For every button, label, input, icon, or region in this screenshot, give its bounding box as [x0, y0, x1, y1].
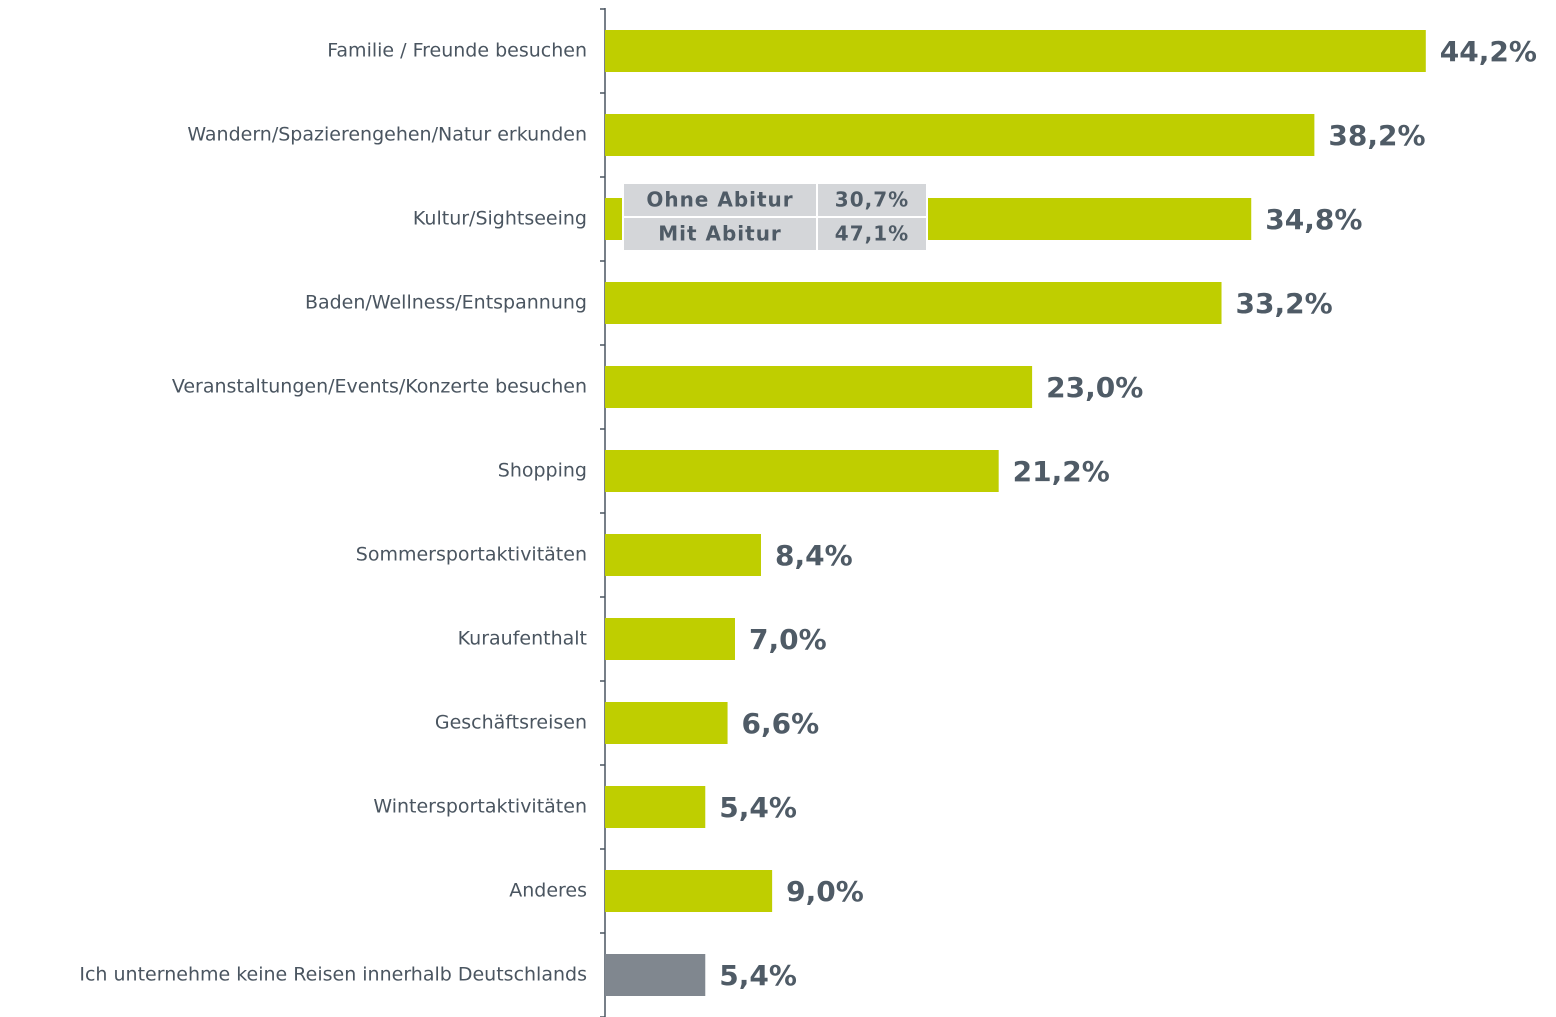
value-label: 8,4%	[775, 539, 853, 572]
inset-table-text: Ohne Abitur	[646, 188, 793, 212]
bar	[605, 618, 735, 660]
category-label: Baden/Wellness/Entspannung	[305, 292, 587, 314]
category-label: Sommersportaktivitäten	[356, 544, 587, 566]
category-label: Veranstaltungen/Events/Konzerte besuchen	[172, 376, 587, 398]
value-label: 21,2%	[1013, 455, 1110, 488]
bar	[605, 282, 1222, 324]
value-label: 7,0%	[749, 623, 827, 656]
value-label: 44,2%	[1440, 35, 1537, 68]
inset-table-cell	[624, 184, 816, 216]
bar	[605, 870, 773, 912]
category-label: Kuraufenthalt	[458, 628, 587, 650]
category-label: Shopping	[498, 460, 587, 482]
bar	[605, 450, 999, 492]
value-label: 33,2%	[1236, 287, 1333, 320]
inset-table-text: 30,7%	[835, 188, 909, 212]
inset-table-cell	[818, 184, 926, 216]
value-label: 23,0%	[1046, 371, 1143, 404]
inset-table-cell	[818, 218, 926, 250]
value-label: 38,2%	[1328, 119, 1425, 152]
category-label: Geschäftsreisen	[435, 712, 587, 734]
category-label: Ich unternehme keine Reisen innerhalb De…	[79, 964, 587, 986]
value-label: 6,6%	[742, 707, 820, 740]
bar	[605, 786, 706, 828]
inset-table-cell	[624, 218, 816, 250]
value-label: 5,4%	[719, 959, 797, 992]
bar	[605, 954, 706, 996]
category-label: Anderes	[509, 880, 587, 902]
value-label: 9,0%	[786, 875, 864, 908]
category-label: Kultur/Sightseeing	[413, 208, 587, 230]
bar	[605, 114, 1315, 156]
inset-table-text: Mit Abitur	[658, 222, 782, 246]
value-label: 5,4%	[719, 791, 797, 824]
value-label: 34,8%	[1265, 203, 1362, 236]
bar	[605, 30, 1426, 72]
bar	[605, 534, 761, 576]
bar	[605, 366, 1033, 408]
bar	[605, 702, 728, 744]
inset-table-text: 47,1%	[835, 222, 909, 246]
category-label: Familie / Freunde besuchen	[327, 40, 587, 62]
category-label: Wintersportaktivitäten	[373, 796, 587, 818]
category-label: Wandern/Spazierengehen/Natur erkunden	[187, 124, 587, 146]
